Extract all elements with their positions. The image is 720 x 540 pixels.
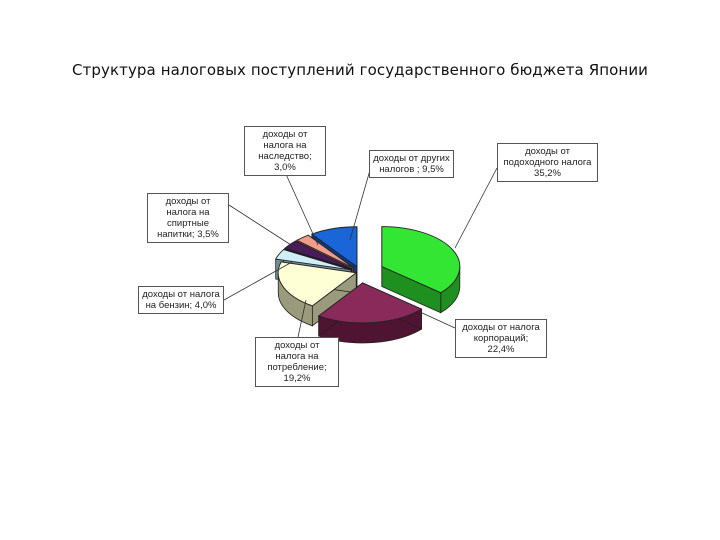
chart-title: Структура налоговых поступлений государс… (71, 61, 649, 79)
label-corporate-tax: доходы от налога корпораций; 22,4% (455, 319, 547, 358)
leader-line (349, 169, 371, 241)
leader-line (419, 311, 456, 329)
label-income-tax: доходы от подоходного налога 35,2% (497, 143, 598, 182)
leader-line (454, 167, 498, 249)
label-consumption-tax: доходы от налога на потребление; 19,2% (255, 337, 339, 387)
leader-line (297, 299, 307, 338)
label-gasoline-tax: доходы от налога на бензин; 4,0% (138, 286, 224, 314)
label-alcohol-tax: доходы от налога на спиртные напитки; 3,… (147, 193, 229, 243)
leader-line (284, 171, 319, 246)
label-other-taxes: доходы от других налогов ; 9,5% (369, 150, 454, 178)
label-inheritance-tax: доходы от налога на наследство; 3,0% (244, 126, 326, 176)
leader-line (228, 204, 306, 255)
pie-slice (381, 226, 461, 314)
leader-line (223, 261, 293, 301)
pie-slice (317, 282, 423, 344)
